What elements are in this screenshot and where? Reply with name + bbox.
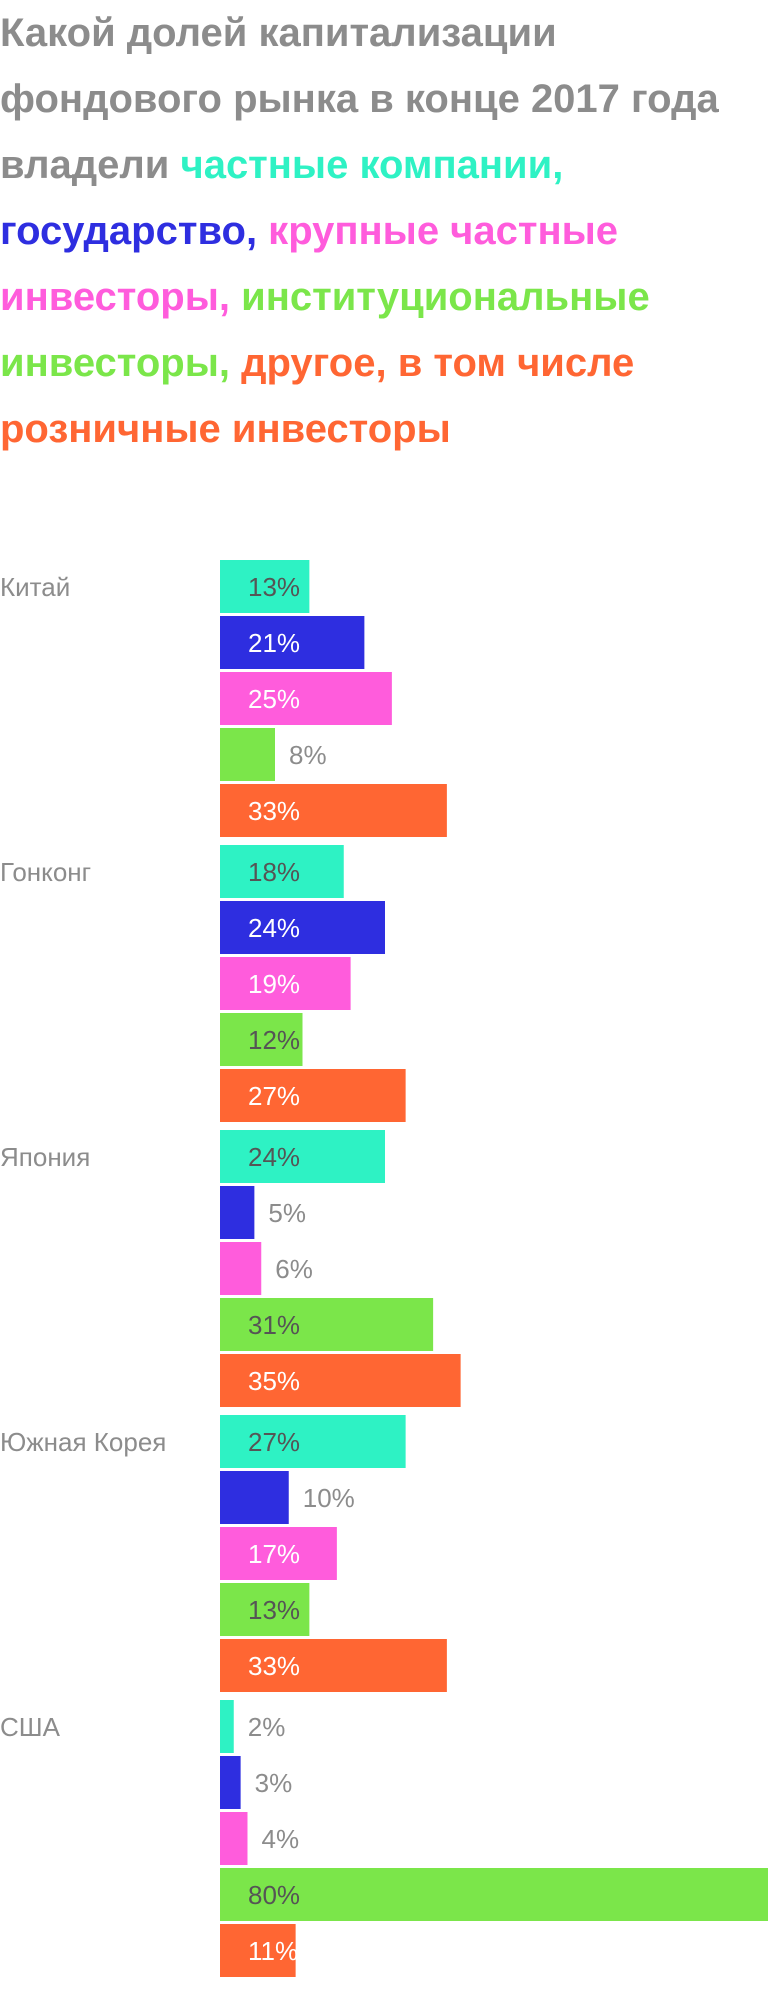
bar <box>220 1639 447 1692</box>
title-legend: частные компании, государство, крупные ч… <box>0 143 650 451</box>
value-label: 31% <box>248 1310 300 1340</box>
title-separator: , <box>218 275 242 319</box>
bar <box>220 1756 241 1809</box>
bar <box>220 957 351 1010</box>
bar <box>220 1924 296 1977</box>
bar <box>220 1186 255 1239</box>
value-label: 21% <box>248 628 300 658</box>
bar <box>220 1527 337 1580</box>
bar <box>220 728 275 781</box>
category-label: Гонконг <box>0 857 91 887</box>
value-label: 5% <box>268 1198 306 1228</box>
bar <box>220 672 392 725</box>
bar <box>220 1700 234 1753</box>
value-label: 2% <box>248 1712 286 1742</box>
bar <box>220 1013 303 1066</box>
category-label: Китай <box>0 572 70 602</box>
bar-chart: Китай 13% 21% 25% 8% 33% Гонконг 18% 24% 19% 12% 27… <box>0 560 768 1977</box>
value-label: 19% <box>248 969 300 999</box>
bar <box>220 845 344 898</box>
bar <box>220 1868 768 1921</box>
value-label: 8% <box>289 740 327 770</box>
value-label: 25% <box>248 684 300 714</box>
bar <box>220 901 385 954</box>
title-series-0: частные компании <box>180 143 553 187</box>
value-label: 10% <box>303 1483 355 1513</box>
value-label: 13% <box>248 1595 300 1625</box>
value-label: 12% <box>248 1025 300 1055</box>
value-label: 13% <box>248 572 300 602</box>
title-separator: , <box>218 341 242 385</box>
category-label: Южная Корея <box>0 1427 166 1457</box>
value-label: 80% <box>248 1880 300 1910</box>
title-series-3: институциональные инвесторы <box>0 275 650 385</box>
title-series-1: государство <box>0 209 246 253</box>
title-separator: , <box>552 143 564 187</box>
value-label: 11% <box>248 1936 298 1966</box>
title-series-4: другое, в том числе розничные инвесторы <box>0 341 635 451</box>
value-label: 35% <box>248 1366 300 1396</box>
bar <box>220 1583 310 1636</box>
title-series-2: крупные частные инвесторы <box>0 209 619 319</box>
value-label: 3% <box>255 1768 293 1798</box>
value-label: 17% <box>248 1539 300 1569</box>
bar <box>220 1242 262 1295</box>
bar <box>220 1298 434 1351</box>
value-label: 18% <box>248 857 300 887</box>
chart-title: Какой долей капитализации фондового рынк… <box>0 0 768 462</box>
bar <box>220 784 447 837</box>
bar <box>220 560 310 613</box>
value-label: 33% <box>248 796 300 826</box>
value-label: 27% <box>248 1081 300 1111</box>
title-lead: Какой долей капитализации фондового рынк… <box>0 11 719 187</box>
bar <box>220 1471 289 1524</box>
bar <box>220 1812 248 1865</box>
value-label: 27% <box>248 1427 300 1457</box>
value-label: 24% <box>248 913 300 943</box>
bar <box>220 616 365 669</box>
value-label: 6% <box>275 1254 313 1284</box>
title-separator: , <box>245 209 269 253</box>
bar <box>220 1415 406 1468</box>
value-label: 24% <box>248 1142 300 1172</box>
bar <box>220 1069 406 1122</box>
value-label: 4% <box>262 1824 300 1854</box>
category-label: США <box>0 1712 61 1742</box>
category-label: Япония <box>0 1142 90 1172</box>
bar <box>220 1354 461 1407</box>
value-label: 33% <box>248 1651 300 1681</box>
bar <box>220 1130 385 1183</box>
